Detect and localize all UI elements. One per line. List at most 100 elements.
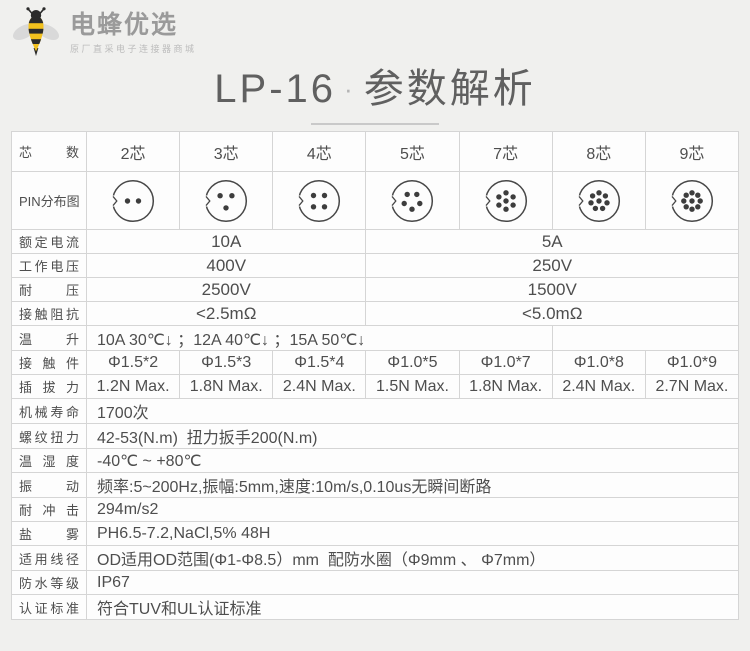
title-suffix: 参数解析 [363,67,536,111]
title-underline [311,123,439,125]
row-waterproof-rating: 防水等级 IP67 [11,570,739,595]
core-count-cell: 4芯 [272,131,367,172]
spec-table: 芯数 2芯 3芯 4芯 5芯 7芯 8芯 9芯 PIN分布图 额定电流 10A … [11,131,740,620]
force-cell: 2.7N Max. [644,374,740,399]
pin-diagram-cell [179,171,274,230]
force-cell: 1.8N Max. [179,374,274,399]
spec-value: 10A 30℃↓ ；12A 40℃↓ ；15A 50℃↓ [86,325,553,351]
spec-value: -40℃ ~ +80℃ [86,448,739,473]
contact-cell: Φ1.0*8 [551,350,646,375]
pin-diagram-icon [482,179,527,222]
row-contact-impedance: 接触阻抗 <2.5mΩ <5.0mΩ [11,301,739,326]
spec-value: 符合TUV和UL认证标准 [86,594,739,620]
spec-label: 防水等级 [11,570,87,595]
spec-label: 适用线径 [11,545,87,571]
spec-label: 振动 [11,472,87,498]
pin-diagram-cell [644,171,740,230]
spec-value-left-group: 2500V [85,277,367,302]
spec-value-right-group: 250V [365,253,739,278]
row-vibration: 振动 频率:5~200Hz,振幅:5mm,速度:10m/s,0.10us无瞬间断… [11,472,739,498]
contact-cell: Φ1.5*3 [179,350,274,375]
force-cell: 2.4N Max. [272,374,367,399]
spec-value-right-group: <5.0mΩ [365,301,739,326]
contact-cell: Φ1.0*9 [644,350,740,375]
spec-value: 1700次 [86,398,739,424]
row-insertion-force: 插拔力 1.2N Max. 1.8N Max. 2.4N Max. 1.5N M… [11,374,740,399]
pin-diagram-icon [575,179,620,222]
row-core-count: 芯数 2芯 3芯 4芯 5芯 7芯 8芯 9芯 [11,131,740,172]
bee-icon [12,7,60,56]
row-thread-torque: 螺纹扭力 42-53(N.m) 扭力扳手200(N.m) [11,423,739,449]
spec-label: 螺纹扭力 [11,423,87,449]
spec-value-left-group: 400V [85,253,367,278]
force-cell: 1.8N Max. [458,374,553,399]
empty-cell [551,325,740,351]
spec-label: 机械寿命 [11,398,87,424]
row-certification: 认证标准 符合TUV和UL认证标准 [11,594,739,620]
spec-value: 42-53(N.m) 扭力扳手200(N.m) [86,423,739,449]
core-count-cell: 2芯 [85,131,181,172]
title-dot-separator: · [344,74,356,104]
spec-value: OD适用OD范围(Φ1-Φ8.5）mm 配防水圈（Φ9mm 、 Φ7mm） [86,545,739,571]
row-salt-spray: 盐雾 PH6.5-7.2,NaCl,5% 48H [11,521,739,546]
spec-label: 温升 [11,325,87,351]
row-mechanical-life: 机械寿命 1700次 [11,398,739,424]
row-working-voltage: 工作电压 400V 250V [11,253,739,278]
contact-cell: Φ1.0*5 [365,350,460,375]
row-wire-diameter: 适用线径 OD适用OD范围(Φ1-Φ8.5）mm 配防水圈（Φ9mm 、 Φ7m… [11,545,739,571]
brand-tagline: 原厂直采电子连接器商城 [70,43,197,54]
spec-label: 工作电压 [11,253,87,278]
spec-label: 接触阻抗 [11,301,87,326]
pin-diagram-icon [296,179,341,222]
row-rated-current: 额定电流 10A 5A [11,229,739,254]
pin-diagram-cell [85,171,181,230]
pin-diagram-icon [110,179,155,222]
row-withstand-voltage: 耐压 2500V 1500V [11,277,739,302]
spec-label: 耐冲击 [11,497,87,522]
spec-label: PIN分布图 [11,171,87,230]
spec-value: IP67 [86,570,739,595]
spec-value: 294m/s2 [86,497,739,522]
spec-label: 认证标准 [11,594,87,620]
spec-label: 接触件 [11,350,87,375]
contact-cell: Φ1.0*7 [458,350,553,375]
pin-diagram-cell [551,171,646,230]
spec-label: 额定电流 [11,229,87,254]
contact-cell: Φ1.5*2 [85,350,181,375]
brand-name: 电蜂优选 [70,10,179,39]
force-cell: 2.4N Max. [551,374,646,399]
page-title: LP-16 · 参数解析 [0,56,750,114]
spec-label: 插拔力 [11,374,87,399]
row-contacts: 接触件 Φ1.5*2 Φ1.5*3 Φ1.5*4 Φ1.0*5 Φ1.0*7 Φ… [11,350,740,375]
pin-diagram-icon [389,179,434,222]
core-count-cell: 5芯 [365,131,460,172]
spec-label: 温湿度 [11,448,87,473]
logo: 电蜂优选 原厂直采电子连接器商城 [12,6,197,58]
row-temp-humidity: 温湿度 -40℃ ~ +80℃ [11,448,739,473]
force-cell: 1.5N Max. [365,374,460,399]
core-count-cell: 9芯 [644,131,740,172]
spec-value: PH6.5-7.2,NaCl,5% 48H [86,521,739,546]
title-block: LP-16 · 参数解析 [0,56,750,125]
title-model: LP-16 [214,67,337,111]
contact-cell: Φ1.5*4 [272,350,367,375]
core-count-cell: 8芯 [551,131,646,172]
row-temp-rise: 温升 10A 30℃↓ ；12A 40℃↓ ；15A 50℃↓ [11,325,740,351]
spec-label: 盐雾 [11,521,87,546]
row-pin-layout: PIN分布图 [11,171,740,230]
pin-diagram-cell [365,171,460,230]
spec-value-right-group: 1500V [365,277,739,302]
pin-diagram-cell [458,171,553,230]
core-count-cell: 7芯 [458,131,553,172]
spec-label: 耐压 [11,277,87,302]
brand-text: 电蜂优选 原厂直采电子连接器商城 [70,10,197,55]
pin-diagram-icon [668,179,713,222]
spec-label: 芯数 [11,131,87,172]
pin-diagram-icon [203,179,248,222]
row-shock: 耐冲击 294m/s2 [11,497,739,522]
force-cell: 1.2N Max. [85,374,181,399]
spec-value-left-group: 10A [85,229,367,254]
spec-value-left-group: <2.5mΩ [85,301,367,326]
core-count-cell: 3芯 [179,131,274,172]
